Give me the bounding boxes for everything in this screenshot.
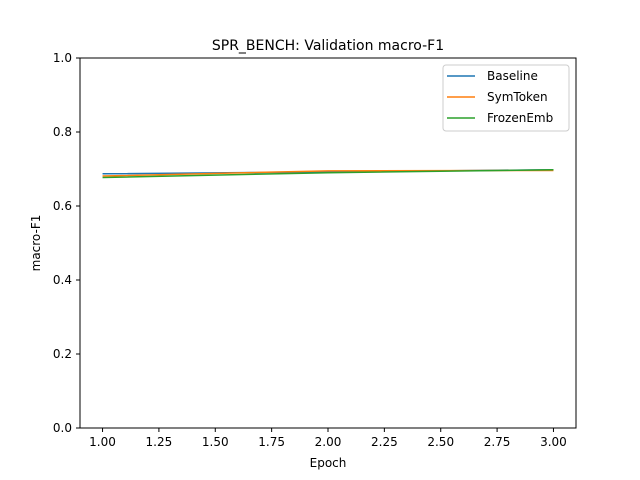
x-axis-label: Epoch [310,456,347,470]
x-tick-label: 3.00 [540,435,567,449]
legend: Baseline SymToken FrozenEmb [442,64,570,132]
chart-title: SPR_BENCH: Validation macro-F1 [212,38,444,54]
tick-layer: 1.00 1.25 1.50 1.75 2.00 2.25 2.50 2.75 3.00 0.0 0… [53,51,567,449]
legend-label: FrozenEmb [487,111,553,125]
x-tick-label: 1.25 [146,435,173,449]
y-axis-label: macro-F1 [29,215,43,272]
x-tick-label: 2.75 [484,435,511,449]
x-tick-label: 2.00 [315,435,342,449]
y-tick-label: 0.8 [53,125,72,139]
x-tick-label: 2.25 [371,435,398,449]
legend-label: SymToken [487,90,548,104]
y-tick-label: 1.0 [53,51,72,65]
legend-box [442,64,570,132]
y-tick-label: 0.0 [53,421,72,435]
x-tick-label: 2.50 [427,435,454,449]
x-tick-label: 1.75 [258,435,285,449]
y-tick-label: 0.4 [53,273,72,287]
y-tick-label: 0.2 [53,347,72,361]
x-tick-label: 1.00 [89,435,116,449]
series-layer [102,168,554,179]
plot-frame [79,57,577,429]
legend-label: Baseline [487,69,538,83]
series-line-frozenemb [102,168,554,179]
y-tick-label: 0.6 [53,199,72,213]
x-tick-label: 1.50 [202,435,229,449]
